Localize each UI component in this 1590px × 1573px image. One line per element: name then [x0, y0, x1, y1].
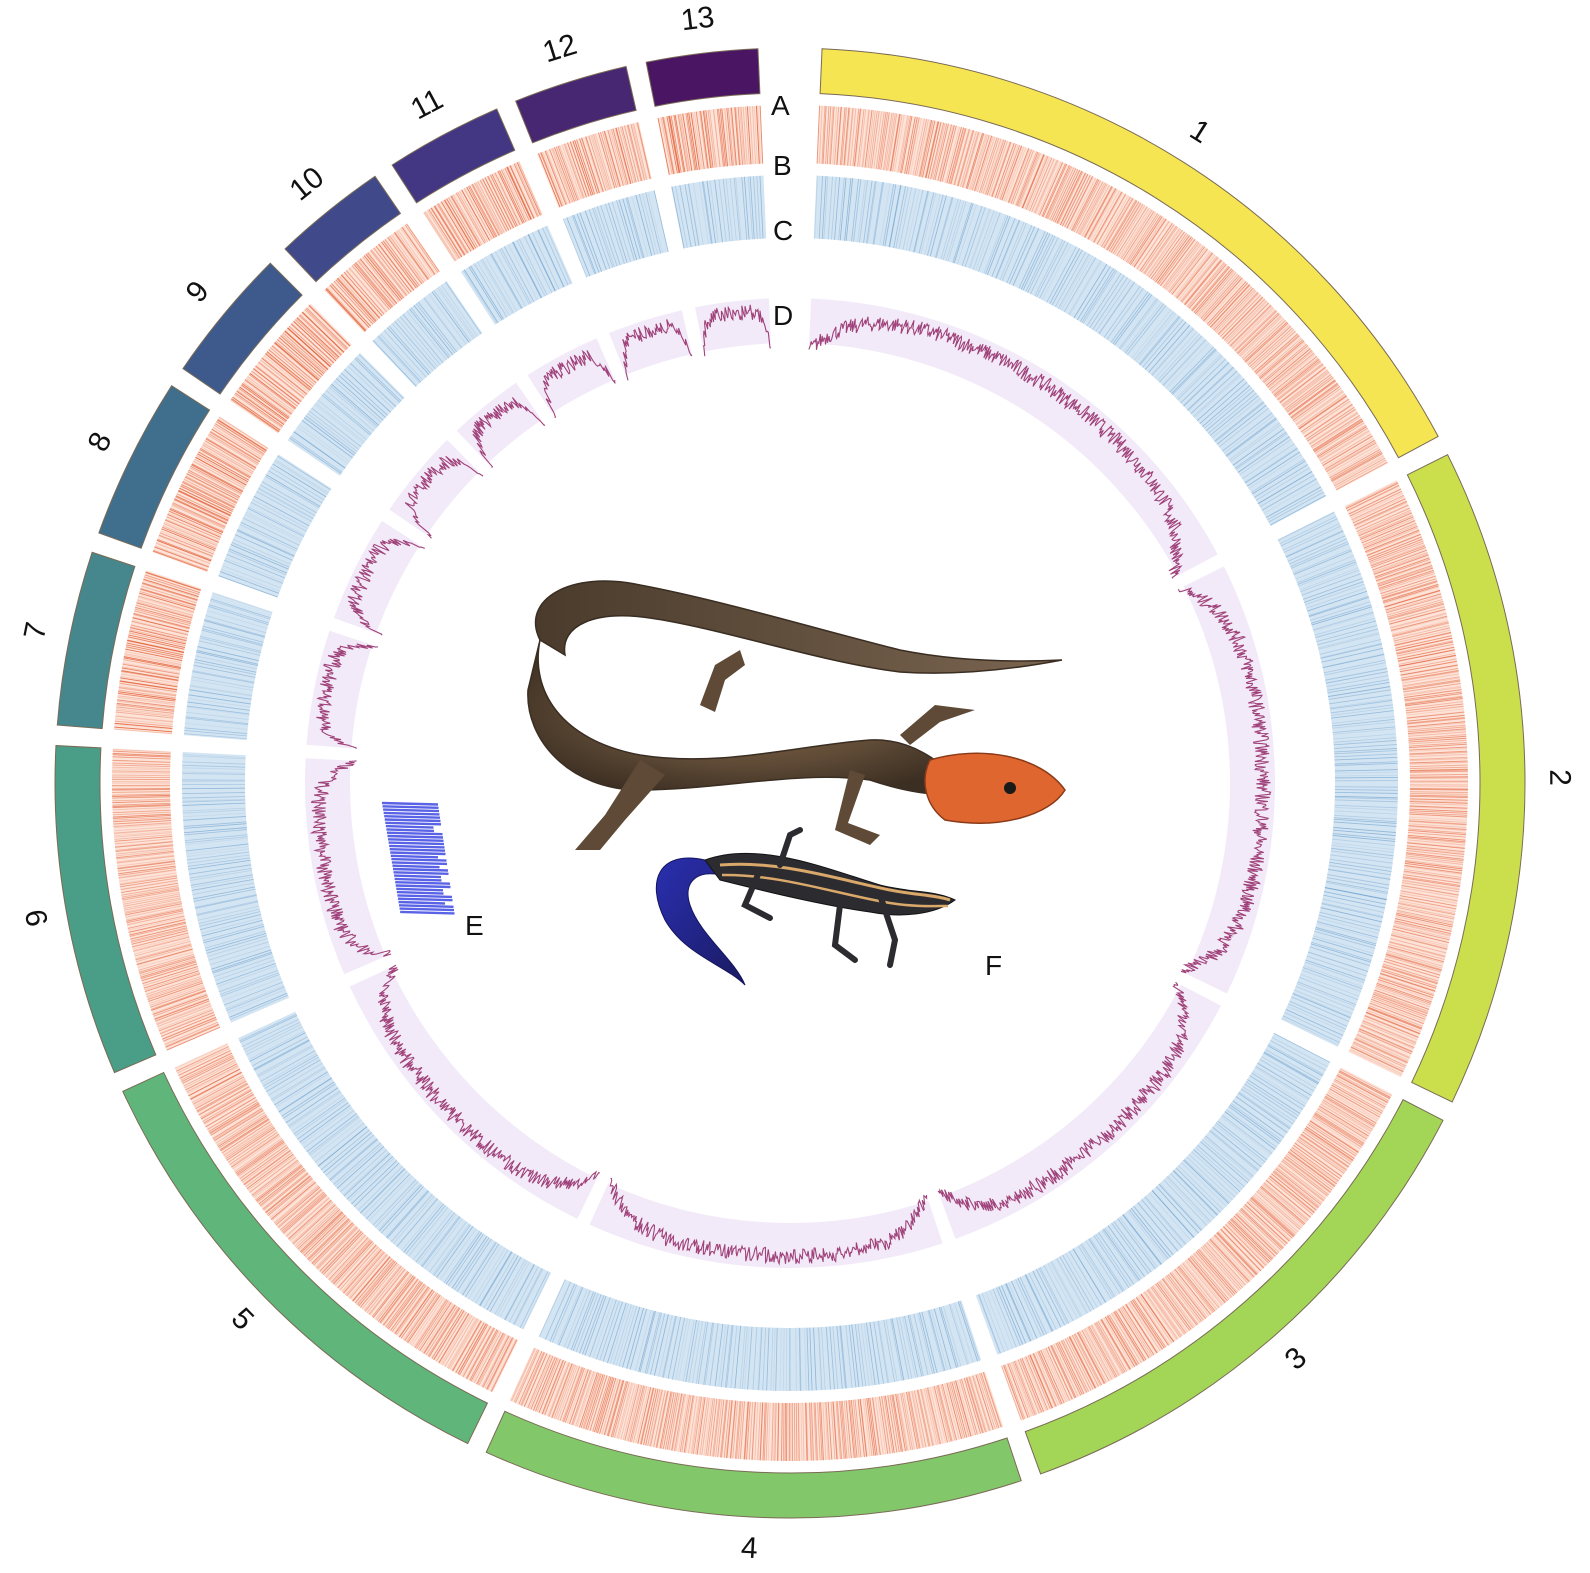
highlight-bar [395, 882, 450, 884]
chromosome-13-block [646, 49, 760, 107]
highlight-bar [389, 846, 444, 848]
chromosome-label-5: 5 [225, 1302, 260, 1337]
juvenile-skink-illustration [656, 830, 955, 985]
chromosome-label-2: 2 [1543, 769, 1576, 786]
highlight-bar [396, 886, 451, 888]
highlight-bar [395, 879, 442, 881]
chromosome-label-11: 11 [406, 83, 449, 127]
highlight-bar [394, 872, 449, 874]
highlight-bar [394, 876, 441, 878]
adult-skink-illustration [528, 581, 1065, 850]
track-label-b: B [773, 150, 792, 181]
highlight-bar [385, 823, 441, 825]
highlight-bar [386, 829, 434, 831]
highlight-bar [383, 806, 439, 808]
chromosome-label-10: 10 [284, 161, 331, 208]
highlight-bar [387, 833, 443, 835]
track-a-chromosome-ring [55, 49, 1525, 1518]
highlight-bar [384, 816, 440, 818]
heatmap-orange-band [783, 1403, 784, 1461]
heatmap-orange-band [112, 777, 170, 778]
heatmap-orange-band [1410, 777, 1468, 778]
chromosome-label-7: 7 [18, 619, 54, 642]
adult-skink-tail [536, 581, 1062, 673]
highlight-bar [386, 826, 434, 828]
highlight-bar [390, 849, 445, 851]
line-track-background-chr11 [527, 338, 614, 413]
track-label-e: E [465, 910, 484, 941]
highlight-bar [397, 895, 452, 897]
highlight-bar [391, 859, 446, 861]
highlight-bar [391, 856, 438, 858]
line-track-background-chr10 [457, 383, 542, 464]
line-track-background-chr6 [305, 758, 386, 974]
line-track-background-chr9 [389, 440, 478, 535]
highlight-bar [388, 839, 443, 841]
heatmap-orange-band [1410, 789, 1468, 790]
highlight-bar [383, 810, 439, 812]
track-label-c: C [773, 215, 793, 246]
highlight-bar [388, 836, 444, 838]
track-label-d: D [773, 300, 793, 331]
line-track-background-chr8 [334, 521, 420, 633]
highlight-bar [393, 869, 448, 871]
heatmap-orange-band [112, 788, 170, 789]
heatmap-orange-band [1410, 789, 1468, 790]
track-c-blue-heatmap [182, 176, 1398, 1391]
chromosome-label-1: 1 [1184, 113, 1216, 150]
highlight-bar [399, 905, 453, 907]
adult-skink-eye [1004, 782, 1016, 794]
highlight-bar [399, 902, 446, 904]
heatmap-orange-band [796, 1403, 797, 1461]
highlight-bar [390, 853, 445, 855]
line-track-chr1 [809, 317, 1182, 579]
chromosome-label-6: 6 [18, 907, 53, 929]
adult-skink-back-leg-far [700, 650, 745, 712]
highlight-bar [392, 866, 439, 868]
panel-label-f: F [985, 950, 1002, 981]
line-track-background-chr12 [609, 310, 692, 375]
chromosome-label-13: 13 [679, 1, 716, 38]
chromosome-label-8: 8 [82, 427, 119, 457]
highlight-bar [398, 899, 453, 901]
track-e-highlight [382, 803, 455, 913]
chromosome-label-4: 4 [740, 1531, 758, 1565]
adult-skink-head [925, 753, 1065, 823]
chromosome-label-3: 3 [1279, 1341, 1313, 1377]
track-label-a: A [771, 90, 790, 121]
highlight-bar [382, 803, 438, 805]
highlight-bar [385, 820, 441, 822]
highlight-bar [392, 862, 447, 864]
highlight-bar [400, 909, 454, 911]
track-d-line-plot [305, 298, 1275, 1268]
line-track-background-chr4 [590, 1184, 943, 1268]
highlight-bar [389, 843, 444, 845]
highlight-bar [396, 889, 443, 891]
highlight-bar [400, 912, 454, 914]
adult-skink-front-leg-far [900, 705, 975, 745]
chromosome-label-12: 12 [539, 28, 581, 69]
heatmap-orange-band [112, 789, 170, 790]
highlight-bar [384, 813, 440, 815]
highlight-bar [397, 892, 444, 894]
chromosome-label-9: 9 [180, 275, 216, 309]
